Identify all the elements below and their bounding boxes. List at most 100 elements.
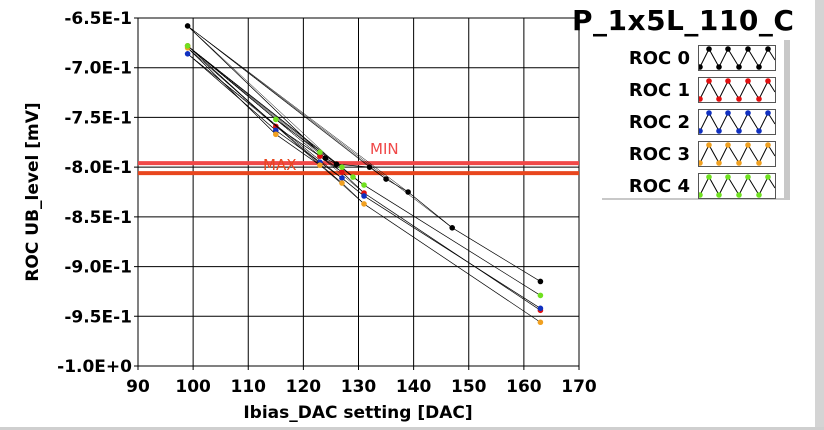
- series-roc-3: [184, 45, 544, 326]
- series-line: [363, 195, 541, 309]
- legend-marker: [745, 110, 751, 116]
- legend-marker: [756, 64, 762, 70]
- series-line: [341, 171, 365, 194]
- data-point: [339, 169, 345, 175]
- chart-title: P_1x5L_110_C: [572, 4, 795, 37]
- series-line: [187, 47, 276, 135]
- series-line: [187, 53, 276, 131]
- legend-marker: [756, 128, 762, 134]
- legend-marker: [697, 192, 703, 198]
- series-roc-4: [184, 43, 544, 299]
- data-point: [273, 131, 279, 138]
- legend-marker: [756, 96, 762, 102]
- data-point: [317, 149, 323, 156]
- data-point: [184, 50, 191, 57]
- y-tick-label: -1.0E+0: [57, 357, 132, 377]
- data-point: [537, 319, 544, 326]
- legend-label: ROC 0: [628, 47, 690, 69]
- legend-marker: [716, 64, 722, 70]
- x-tick-labels: 90 100 110 120 130 140 150 160 170: [126, 377, 597, 397]
- x-tick-label: 170: [561, 377, 597, 397]
- data-point: [361, 193, 367, 199]
- legend-swatch: [697, 141, 776, 167]
- legend-marker: [725, 110, 731, 116]
- legend-label: ROC 2: [628, 111, 690, 133]
- legend-marker: [765, 174, 771, 180]
- legend-marker: [765, 46, 771, 52]
- legend-marker: [745, 46, 751, 52]
- legend-marker: [706, 78, 712, 84]
- series-line: [187, 45, 365, 186]
- y-axis-label: ROC UB_level [mV]: [23, 102, 43, 281]
- window-border-bottom: [0, 427, 824, 430]
- data-point: [537, 305, 544, 312]
- data-point: [537, 278, 544, 285]
- legend-marker: [765, 110, 771, 116]
- data-point: [184, 23, 191, 29]
- series-line: [187, 25, 409, 193]
- data-point: [383, 176, 389, 182]
- data-point: [339, 175, 345, 181]
- data-point: [449, 224, 456, 231]
- legend-marker: [756, 160, 762, 166]
- data-point: [350, 174, 356, 180]
- y-tick-label: -8.0E-1: [64, 158, 132, 178]
- legend-marker: [716, 160, 722, 166]
- legend-marker: [716, 96, 722, 102]
- series-line: [187, 25, 337, 165]
- data-point: [366, 164, 373, 170]
- legend-marker: [697, 96, 703, 102]
- legend-marker: [745, 174, 751, 180]
- series-line: [363, 203, 541, 323]
- data-point: [405, 189, 411, 195]
- series-line: [275, 134, 321, 166]
- x-tick-label: 90: [126, 377, 150, 397]
- legend-label: ROC 4: [628, 175, 690, 197]
- y-tick-labels: -6.5E-1 -7.0E-1 -7.5E-1 -8.0E-1 -8.5E-1 -9.0E…: [57, 9, 132, 377]
- legend-marker: [706, 174, 712, 180]
- x-axis-label: Ibias_DAC setting [DAC]: [243, 403, 472, 423]
- legend-marker: [765, 142, 771, 148]
- legend-marker: [716, 192, 722, 198]
- legend-marker: [697, 64, 703, 70]
- y-tick-label: -9.0E-1: [64, 258, 132, 278]
- legend: ROC 0 ROC 1 ROC 2 ROC 3 ROC 4: [602, 40, 790, 200]
- legend-marker: [725, 142, 731, 148]
- legend-marker: [697, 128, 703, 134]
- data-point: [317, 162, 323, 168]
- y-tick-label: -8.5E-1: [64, 208, 132, 228]
- data-point: [317, 153, 323, 160]
- series-roc-0: [184, 23, 544, 285]
- legend-swatch: [697, 77, 776, 103]
- legend-label: ROC 3: [628, 143, 690, 165]
- data-point: [339, 164, 345, 170]
- data-point: [273, 116, 279, 123]
- legend-item: ROC 0: [612, 43, 776, 73]
- legend-marker: [736, 128, 742, 134]
- legend-marker: [745, 78, 751, 84]
- series-line: [275, 130, 321, 163]
- x-tick-label: 120: [286, 377, 322, 397]
- legend-marker: [706, 110, 712, 116]
- legend-swatch: [697, 109, 776, 135]
- x-tick-label: 100: [175, 377, 211, 397]
- limit-lines: MIN MAX: [138, 140, 579, 176]
- y-tick-label: -6.5E-1: [64, 9, 132, 29]
- legend-marker: [716, 128, 722, 134]
- x-tick-label: 160: [506, 377, 542, 397]
- window-border: [815, 0, 824, 430]
- series-line: [187, 45, 276, 120]
- legend-swatch: [697, 45, 776, 71]
- legend-marker: [765, 78, 771, 84]
- data-point: [361, 182, 367, 188]
- series-line: [407, 191, 453, 229]
- legend-marker: [697, 160, 703, 166]
- legend-marker: [736, 64, 742, 70]
- legend-marker: [736, 192, 742, 198]
- legend-marker: [745, 142, 751, 148]
- x-tick-label: 110: [231, 377, 267, 397]
- legend-marker: [725, 78, 731, 84]
- legend-item: ROC 3: [612, 139, 776, 169]
- series-line: [363, 192, 541, 311]
